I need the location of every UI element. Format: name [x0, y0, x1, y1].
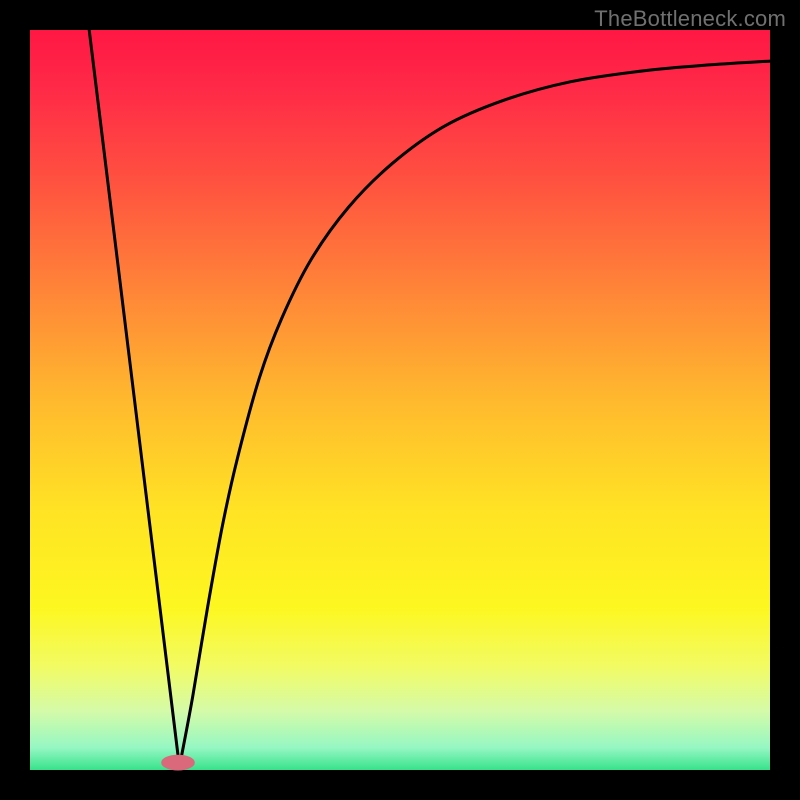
minimum-marker — [162, 755, 195, 770]
plot-background — [30, 30, 770, 770]
chart-frame: TheBottleneck.com — [0, 0, 800, 800]
bottleneck-chart — [0, 0, 800, 800]
watermark-text: TheBottleneck.com — [594, 6, 786, 32]
